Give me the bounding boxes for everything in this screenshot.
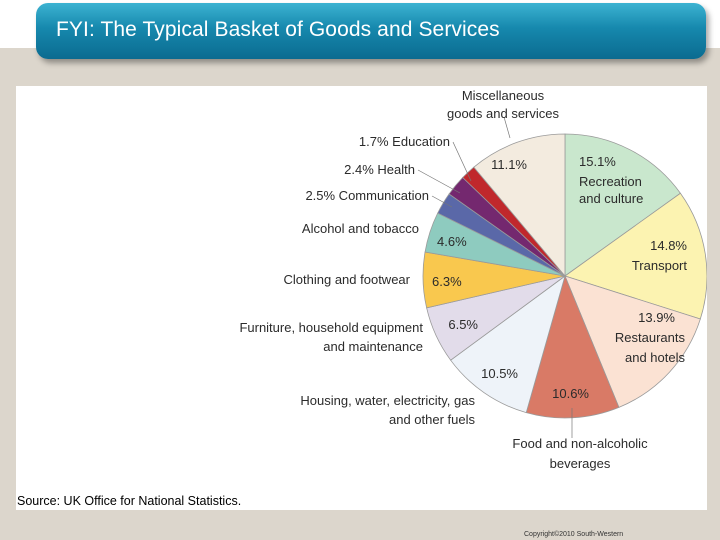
slide-title: FYI: The Typical Basket of Goods and Ser…: [56, 18, 500, 41]
copyright-text: Copyright©2010 South-Western: [524, 531, 624, 538]
slice-label: 2.4% Health: [344, 162, 415, 177]
slice-label: 2.5% Communication: [305, 188, 429, 203]
slice-value-label: 10.5%: [481, 366, 518, 381]
pie-slice: [564, 192, 708, 320]
slice-label: Recreation and culture: [579, 174, 643, 206]
pie-chart: Recreation and culture 15.1% Transport 14.8%…: [239, 88, 708, 471]
pie-slice: [450, 274, 566, 414]
leader-line: [431, 195, 453, 208]
leader-line: [452, 141, 472, 182]
slice-value-label: 4.6%: [437, 234, 467, 249]
source-note: Source: UK Office for National Statistic…: [17, 494, 242, 508]
slice-value-label: 13.9%: [638, 310, 675, 325]
slice-label: Clothing and footwear: [284, 272, 411, 287]
title-bar: FYI: The Typical Basket of Goods and Ser…: [36, 3, 706, 59]
slice-value-label: 10.6%: [552, 386, 589, 401]
slice-label: Food and non-alcoholic beverages: [512, 436, 648, 471]
pie-slice: [564, 275, 701, 408]
chart-panel: Recreation and culture 15.1% Transport 14.8%…: [16, 86, 708, 510]
pie-slice: [473, 133, 566, 278]
slice-label: Furniture, household equipment and mainte…: [239, 320, 423, 354]
slice-value-label: 6.5%: [448, 317, 478, 332]
slice-label: Miscellaneous goods and services: [447, 88, 560, 121]
leader-line: [417, 169, 461, 194]
pie-slice: [564, 133, 681, 277]
leader-line: [503, 116, 511, 139]
slice-label: Alcohol and tobacco: [302, 221, 419, 236]
slice-value-label: 11.1%: [491, 157, 527, 172]
slice-label: Restaurants and hotels: [615, 330, 686, 365]
slice-label: Transport: [632, 258, 688, 273]
slice-label: 1.7% Education: [359, 134, 450, 149]
slice-label: Housing, water, electricity, gas and othe…: [300, 393, 475, 427]
pie-slice: [525, 274, 620, 419]
slice-value-label: 14.8%: [650, 238, 687, 253]
slice-value-label: 15.1%: [579, 154, 616, 169]
slice-value-label: 6.3%: [432, 274, 462, 289]
